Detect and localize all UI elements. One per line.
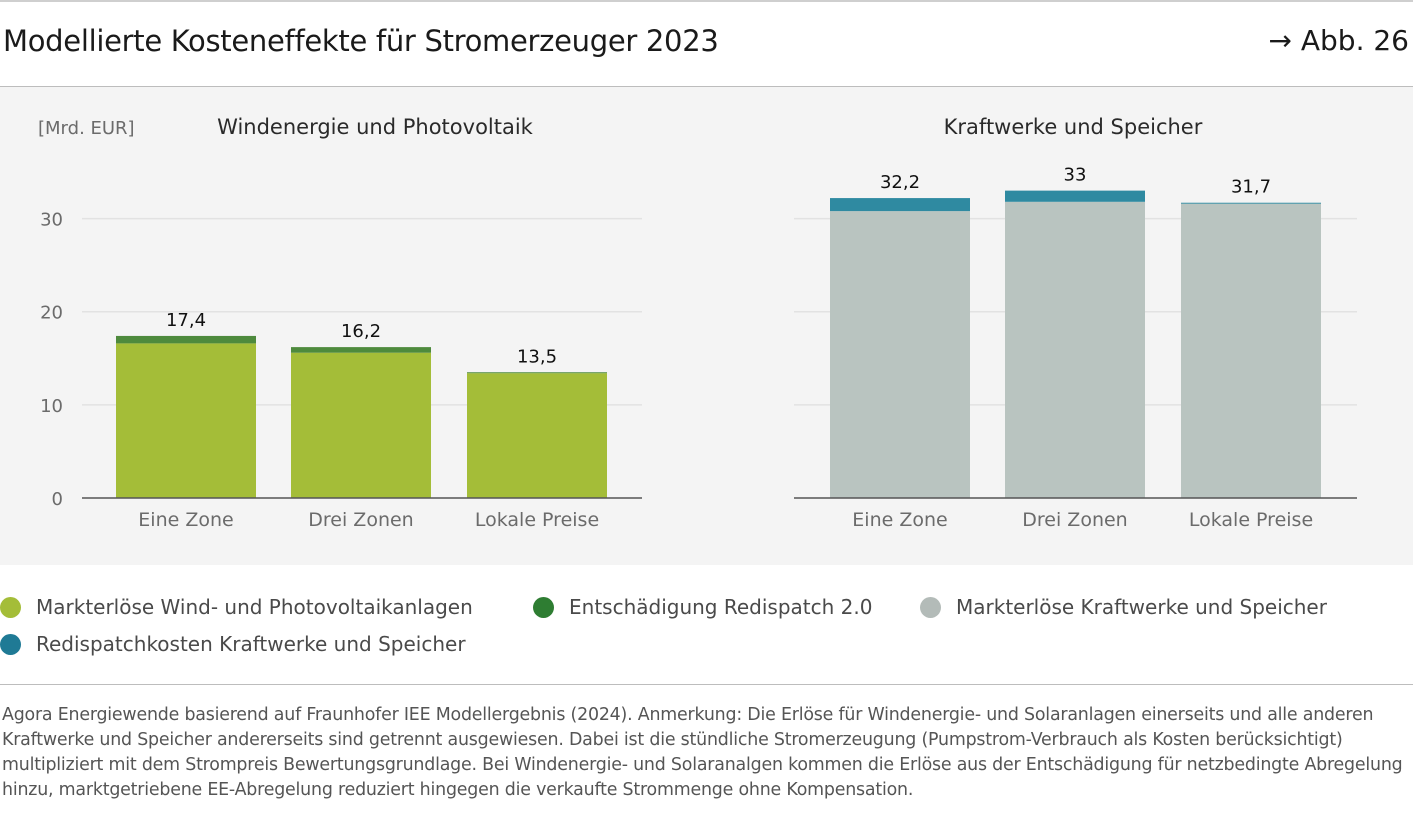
chart-2-category-label: Eine Zone (852, 509, 947, 531)
figure-reference: → Abb. 26 (1268, 24, 1410, 57)
legend-label-redispatch-compensation: Entschädigung Redispatch 2.0 (569, 595, 873, 619)
chart-1-y-tick-label: 30 (40, 210, 63, 231)
legend-item-wind-pv: Markterlöse Wind- und Photovoltaikanlage… (0, 595, 473, 619)
chart-1-bar-base-segment (116, 343, 256, 498)
legend-item-power-plants: Markterlöse Kraftwerke und Speicher (920, 595, 1327, 619)
chart-panel: 0 10 20 30 17,4 Eine Zone 16,2 Drei Zonen 13,5 Lo… (0, 87, 1413, 565)
chart-1-y-tick-label: 20 (40, 303, 63, 324)
chart-2-title: Kraftwerke und Speicher (944, 115, 1203, 139)
chart-svg: 0 10 20 30 17,4 Eine Zone 16,2 Drei Zonen 13,5 Lo… (38, 115, 1357, 531)
legend: Markterlöse Wind- und Photovoltaikanlage… (0, 588, 1413, 668)
chart-1-category-label: Drei Zonen (308, 509, 413, 531)
legend-swatch-wind-pv (0, 596, 21, 618)
chart-2-bar-base-segment (1005, 201, 1145, 498)
chart-2-bar-base-segment (830, 211, 970, 498)
legend-item-redispatch-costs: Redispatchkosten Kraftwerke und Speicher (0, 632, 466, 656)
chart-2-bar-top-segment (1005, 190, 1145, 202)
chart-1-y-tick-label: 10 (40, 396, 63, 417)
chart-2-bar-top-segment (1181, 202, 1321, 204)
figure-title: Modellierte Kosteneffekte für Stromerzeu… (3, 24, 719, 58)
chart-1-total-label: 16,2 (341, 321, 381, 342)
source-note: Agora Energiewende basierend auf Fraunho… (2, 705, 1403, 800)
chart-1-y-axis-unit: [Mrd. EUR] (38, 118, 135, 139)
legend-label-wind-pv: Markterlöse Wind- und Photovoltaikanlage… (36, 595, 473, 619)
chart-1-title: Windenergie und Photovoltaik (217, 115, 534, 139)
legend-swatch-redispatch-costs (0, 633, 21, 655)
chart-2-category-label: Lokale Preise (1189, 509, 1313, 531)
chart-2-bar-top-segment (830, 198, 970, 212)
chart-1-y-tick-label: 0 (52, 489, 63, 510)
legend-swatch-redispatch-compensation (533, 596, 554, 618)
chart-1-total-label: 13,5 (517, 346, 557, 367)
chart-1-category-label: Eine Zone (138, 509, 233, 531)
chart-1-bar-top-segment (467, 372, 607, 374)
chart-2-total-label: 33 (1064, 165, 1087, 186)
chart-2-total-label: 31,7 (1231, 177, 1271, 198)
chart-1-category-label: Lokale Preise (475, 509, 599, 531)
chart-2-total-label: 32,2 (880, 172, 920, 193)
footer-rule (0, 684, 1413, 685)
legend-label-redispatch-costs: Redispatchkosten Kraftwerke und Speicher (36, 632, 466, 656)
chart-2-bar-base-segment (1181, 203, 1321, 498)
figure-header: Modellierte Kosteneffekte für Stromerzeu… (0, 24, 1411, 64)
legend-swatch-power-plants (920, 596, 941, 618)
top-rule (0, 0, 1413, 2)
header-rule (0, 86, 1413, 87)
legend-item-redispatch-compensation: Entschädigung Redispatch 2.0 (533, 595, 872, 619)
chart-1-bar-base-segment (467, 373, 607, 498)
chart-1-bar-base-segment (291, 352, 431, 498)
legend-label-power-plants: Markterlöse Kraftwerke und Speicher (956, 595, 1327, 619)
chart-2-category-label: Drei Zonen (1022, 509, 1127, 531)
chart-1-bar-top-segment (116, 335, 256, 344)
chart-1-bar-top-segment (291, 347, 431, 353)
chart-1-total-label: 17,4 (166, 310, 206, 331)
